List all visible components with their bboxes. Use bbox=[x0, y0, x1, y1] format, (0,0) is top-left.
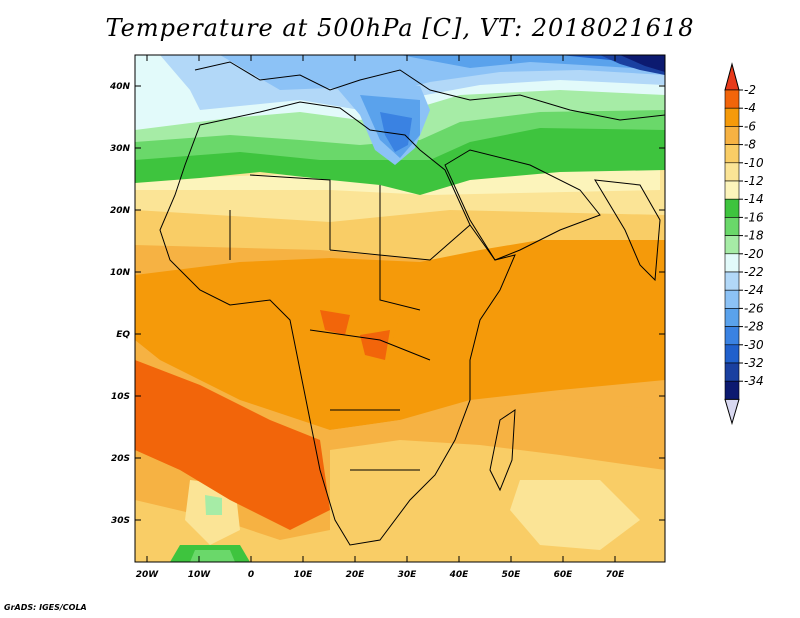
colorbar-label: -12 bbox=[744, 174, 764, 188]
lon-tick-label: 30E bbox=[398, 570, 418, 580]
colorbar-label: -32 bbox=[744, 356, 764, 370]
lon-tick-label: 60E bbox=[554, 570, 574, 580]
lon-tick-label: 50E bbox=[502, 570, 522, 580]
coastlines bbox=[159, 61, 665, 546]
lat-tick-label: 10N bbox=[110, 268, 131, 278]
lon-tick-label: 20E bbox=[346, 570, 366, 580]
lon-tick-label: 10E bbox=[294, 570, 314, 580]
map-title: Temperature at 500hPa [C], VT: 201802161… bbox=[105, 14, 695, 42]
colorbar-label: -16 bbox=[744, 210, 764, 224]
borders bbox=[229, 174, 471, 471]
lat-tick-label: 10S bbox=[111, 392, 130, 402]
colorbar-label: -6 bbox=[744, 119, 756, 133]
colorbar-swatch bbox=[724, 308, 740, 327]
lat-tick-label: 20S bbox=[111, 454, 130, 464]
colorbar-swatch bbox=[724, 380, 740, 400]
colorbar-swatch bbox=[724, 235, 740, 255]
colorbar-label: -28 bbox=[744, 320, 764, 334]
colorbar-label: -30 bbox=[744, 338, 764, 352]
lat-tick-label: 30N bbox=[110, 144, 131, 154]
colorbar-label: -10 bbox=[744, 156, 764, 170]
colorbar-swatch bbox=[724, 162, 740, 182]
colorbar-swatch bbox=[724, 144, 740, 164]
longitude-axis: 20W 10W 0 10E 20E 30E 40E 50E 60E 70E bbox=[136, 55, 625, 580]
madagascar bbox=[489, 409, 516, 492]
lat-tick-label: 20N bbox=[110, 206, 131, 216]
lon-tick-label: 20W bbox=[136, 570, 160, 580]
colorbar-swatch bbox=[724, 198, 740, 218]
colorbar-label: -2 bbox=[744, 83, 756, 97]
colorbar-label: -34 bbox=[744, 374, 764, 388]
colorbar-label: -20 bbox=[744, 247, 764, 261]
colorbar-swatch bbox=[724, 289, 740, 309]
colorbar-label: -14 bbox=[744, 192, 764, 206]
colorbar: -2 -4 -6 -8 -10 -12 -14 -16 -18 -20 -22 -24 -26 -28 -3… bbox=[724, 62, 764, 426]
colorbar-top-arrow bbox=[724, 62, 740, 91]
india-coast bbox=[594, 179, 661, 282]
temperature-field bbox=[135, 55, 665, 562]
africa-coast bbox=[159, 101, 516, 546]
lat-tick-label: 30S bbox=[111, 516, 130, 526]
colorbar-label: -22 bbox=[744, 265, 764, 279]
colorbar-label: -26 bbox=[744, 301, 764, 315]
plot-frame bbox=[134, 54, 666, 563]
colorbar-swatch bbox=[724, 253, 740, 273]
colorbar-swatch bbox=[724, 271, 740, 291]
credit-label: GrADS: IGES/COLA bbox=[4, 603, 87, 612]
lon-tick-label: 70E bbox=[606, 570, 626, 580]
colorbar-swatch bbox=[724, 126, 740, 145]
colorbar-bottom-arrow bbox=[724, 398, 740, 426]
colorbar-swatch bbox=[724, 326, 740, 346]
colorbar-swatch bbox=[724, 217, 740, 236]
lat-tick-label: 40N bbox=[109, 82, 131, 92]
europe-coast bbox=[194, 61, 665, 121]
colorbar-swatch bbox=[724, 107, 740, 127]
arabia-coast bbox=[444, 149, 601, 261]
lat-tick-label: EQ bbox=[116, 330, 130, 340]
colorbar-label: -4 bbox=[744, 101, 756, 115]
colorbar-label: -24 bbox=[744, 283, 764, 297]
latitude-axis: 40N 30N 20N 10N EQ 10S 20S 30S bbox=[109, 82, 665, 526]
colorbar-swatch bbox=[724, 180, 740, 200]
lon-tick-label: 10W bbox=[188, 570, 212, 580]
colorbar-swatch bbox=[724, 362, 740, 382]
colorbar-swatch bbox=[724, 89, 740, 109]
colorbar-label: -18 bbox=[744, 229, 764, 243]
colorbar-swatch bbox=[724, 344, 740, 364]
lon-tick-label: 40E bbox=[449, 570, 470, 580]
lon-tick-label: 0 bbox=[248, 570, 254, 580]
colorbar-label: -8 bbox=[744, 138, 756, 152]
